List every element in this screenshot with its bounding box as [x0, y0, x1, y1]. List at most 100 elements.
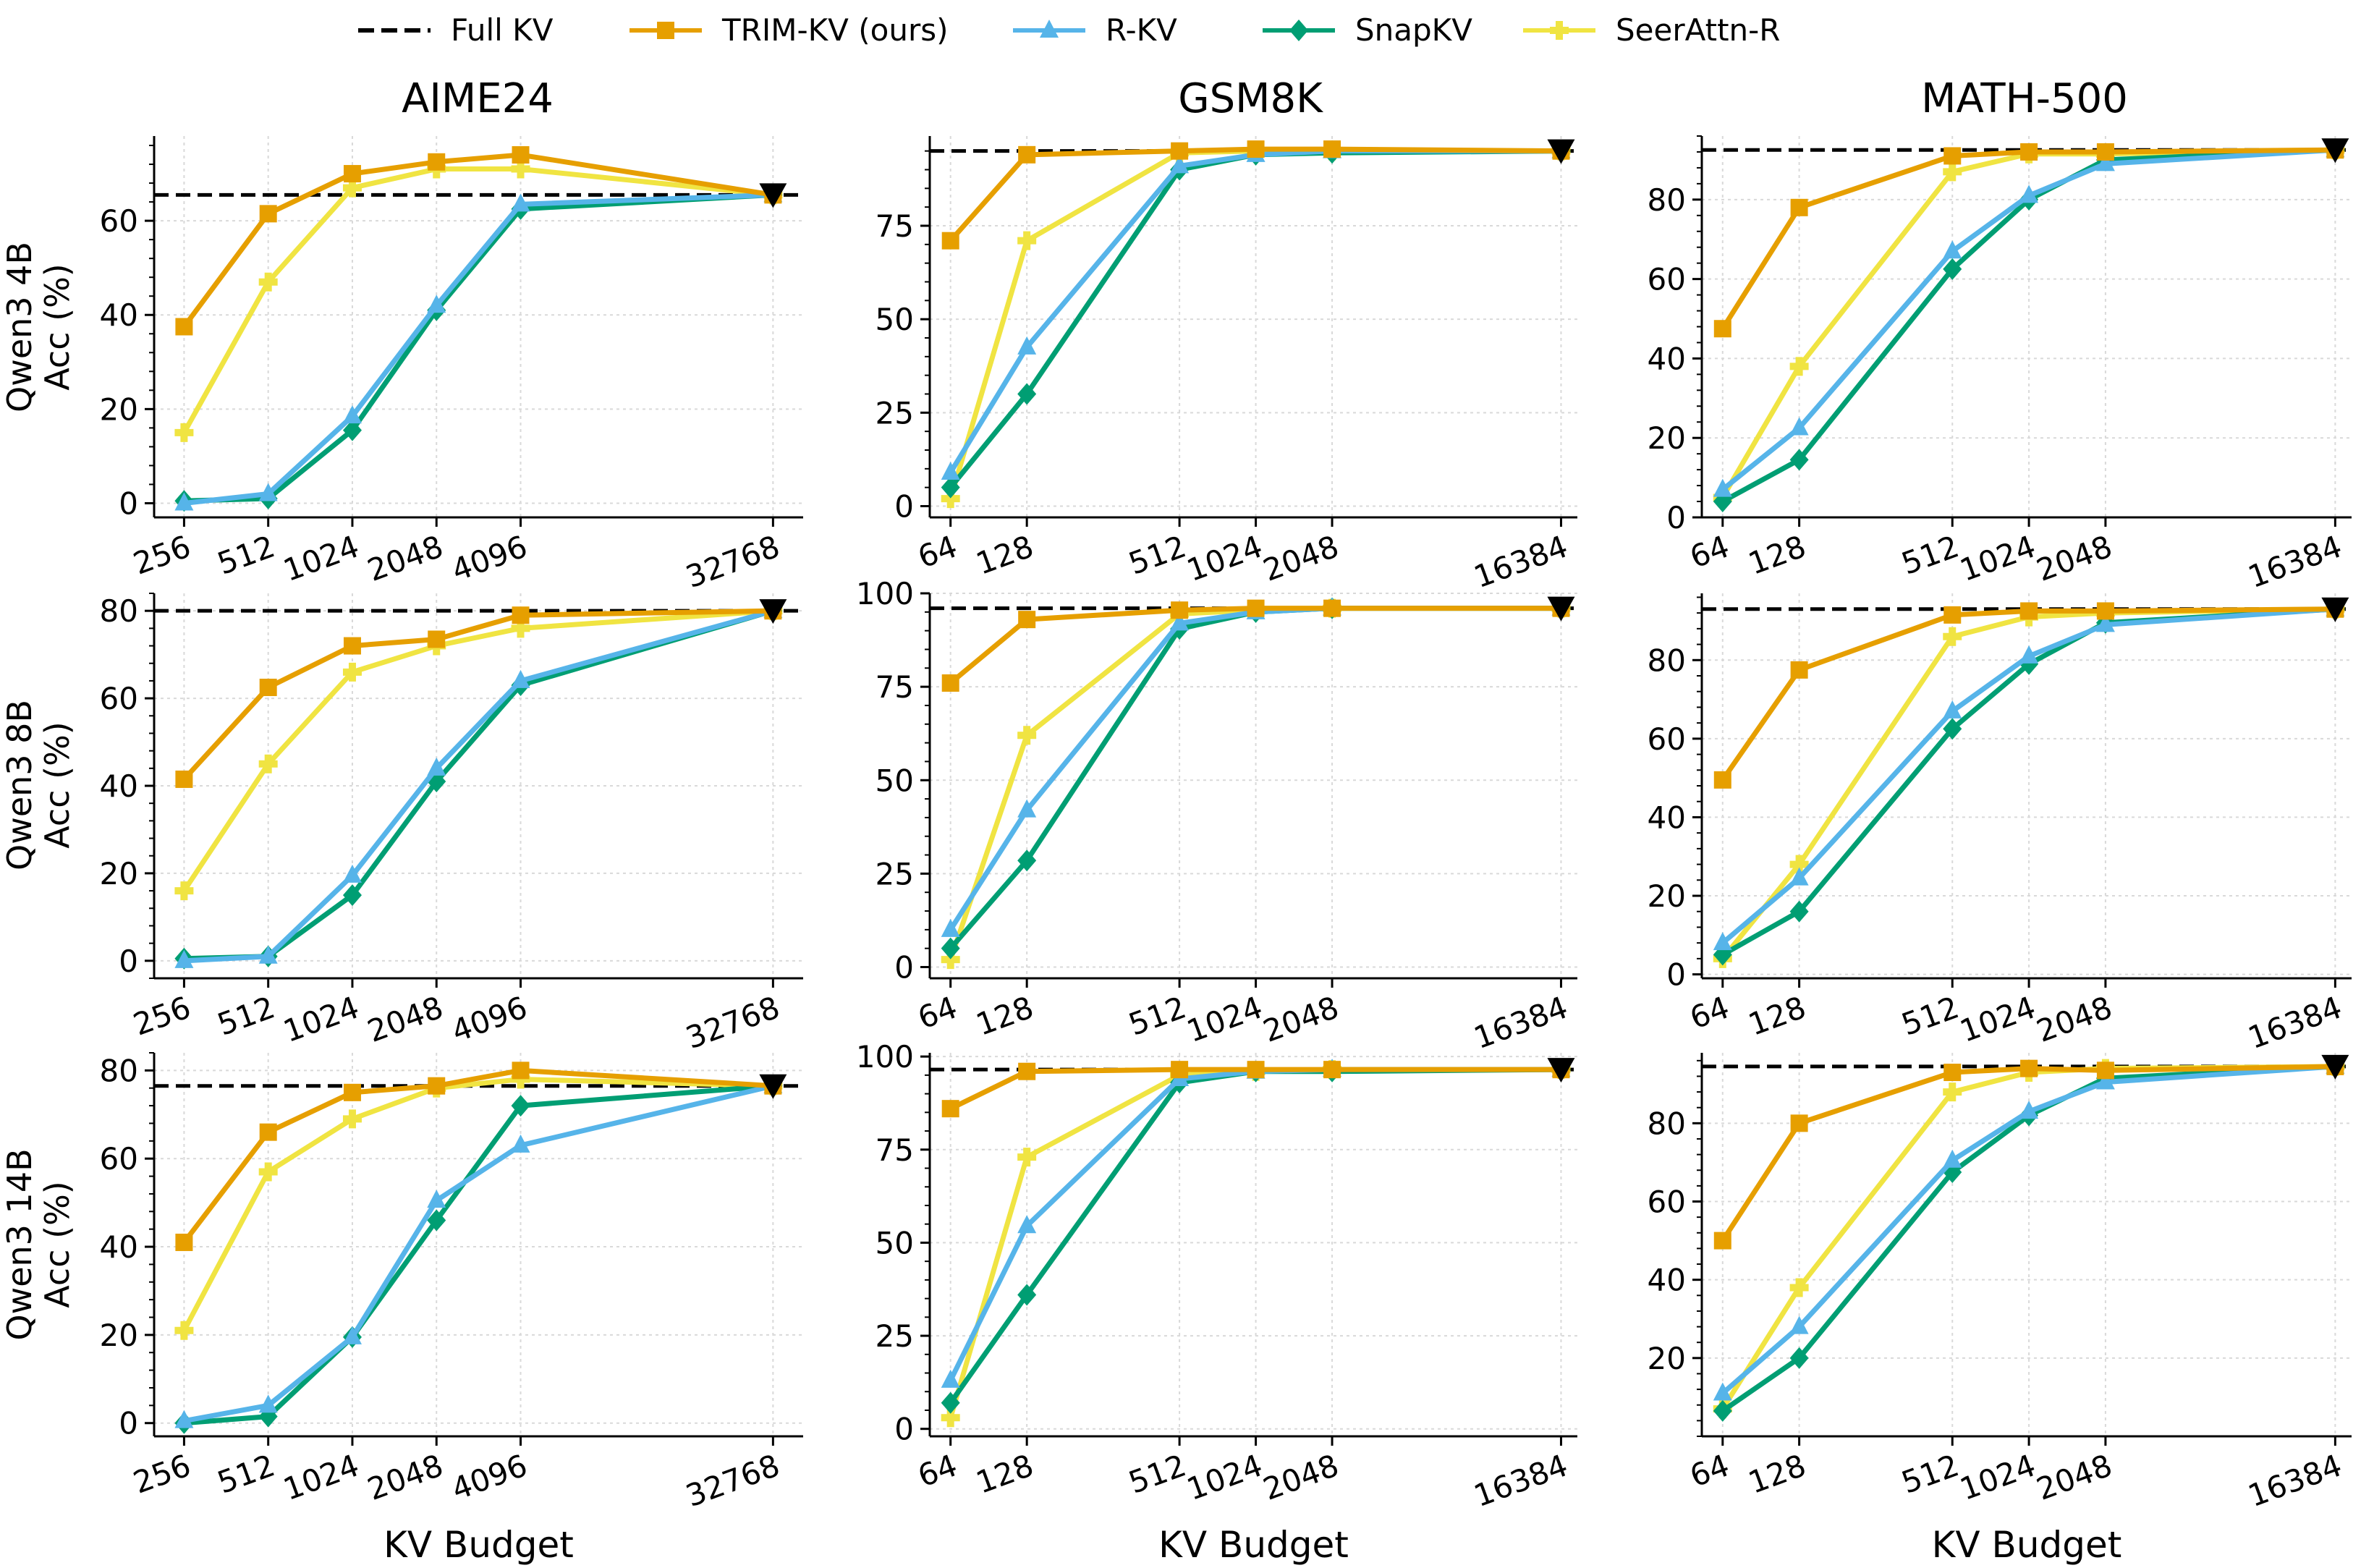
- x-tick-label: 2048: [1258, 1447, 1343, 1507]
- row-label-model: Qwen3 4B: [0, 242, 39, 412]
- point-trim-kv-ours: [941, 674, 959, 692]
- series-r-kv: [174, 600, 783, 968]
- point-seerattn-r: [342, 662, 362, 682]
- point-seerattn-r: [941, 1408, 960, 1428]
- point-seerattn-r: [1789, 855, 1809, 874]
- series-line-seerattn-r: [182, 166, 773, 434]
- y-tick-label: 80: [100, 593, 138, 629]
- point-trim-kv-ours: [1943, 606, 1962, 624]
- series-line-trim-kv-ours: [949, 146, 1561, 242]
- point-seerattn-r: [1017, 231, 1037, 250]
- x-tick-label: 1024: [1955, 1447, 2040, 1507]
- point-trim-kv-ours: [343, 165, 361, 183]
- point-snapkv: [511, 1095, 530, 1117]
- series-r-kv: [174, 184, 783, 511]
- y-tick-label: 100: [856, 576, 914, 611]
- point-trim-kv-ours: [1790, 661, 1808, 679]
- point-trim-kv-ours: [1323, 140, 1341, 158]
- point-r-kv: [342, 1326, 362, 1344]
- x-tick-label: 1024: [279, 528, 363, 588]
- point-r-kv: [511, 669, 530, 688]
- point-trim-kv-ours: [1713, 771, 1731, 789]
- point-r-kv: [941, 918, 960, 937]
- series-snapkv: [174, 184, 783, 512]
- point-trim-kv-ours: [2096, 1061, 2114, 1080]
- y-tick-label: 20: [100, 1318, 138, 1353]
- series-trim-kv-ours: [175, 146, 782, 336]
- grid: [930, 1053, 1577, 1436]
- legend-item-full-kv: Full KV: [358, 12, 554, 48]
- point-trim-kv-ours: [1943, 1064, 1962, 1082]
- y-tick-label: 60: [1648, 262, 1686, 297]
- point-trim-kv-ours: [1323, 1061, 1341, 1079]
- x-tick-label: 64: [913, 528, 962, 575]
- series-line-trim-kv-ours: [1720, 1064, 2336, 1242]
- x-tick-label: 256: [129, 1447, 195, 1500]
- legend: Full KV TRIM-KV (ours) R-KV SnapKV SeerAttn-…: [358, 12, 1781, 48]
- point-seerattn-r: [342, 1109, 362, 1129]
- series-line-trim-kv-ours: [949, 606, 1561, 685]
- point-r-kv: [1017, 336, 1037, 355]
- point-r-kv: [1713, 478, 1732, 497]
- x-tick-label: 128: [971, 989, 1038, 1042]
- point-r-kv: [427, 757, 446, 776]
- x-tick-label: 16384: [2243, 1447, 2346, 1514]
- point-r-kv: [1789, 867, 1809, 886]
- y-tick-label: 0: [119, 1406, 138, 1441]
- point-r-kv: [342, 405, 362, 424]
- point-seerattn-r: [342, 178, 362, 198]
- point-seerattn-r: [258, 272, 278, 292]
- point-r-kv: [1943, 700, 1962, 719]
- row-label-metric: Acc (%): [38, 263, 77, 390]
- point-trim-kv-ours: [2096, 602, 2114, 620]
- y-tick-label: 40: [1648, 341, 1686, 376]
- point-trim-kv-ours: [175, 770, 193, 788]
- x-tick-label: 256: [129, 528, 195, 581]
- x-tick-label: 256: [129, 989, 195, 1042]
- point-r-kv: [342, 864, 362, 883]
- point-trim-kv-ours: [941, 1100, 959, 1118]
- y-tick-label: 0: [894, 489, 914, 525]
- point-trim-kv-ours: [259, 205, 277, 223]
- point-r-kv: [1713, 1382, 1732, 1401]
- x-tick-label: 512: [1897, 989, 1964, 1042]
- point-r-kv: [2095, 153, 2115, 171]
- y-tick-label: 60: [100, 1141, 138, 1177]
- point-trim-kv-ours: [2096, 143, 2114, 161]
- grid: [930, 136, 1577, 517]
- point-trim-kv-ours: [1171, 142, 1189, 160]
- x-tick-label: 128: [971, 528, 1038, 581]
- point-r-kv: [258, 483, 278, 501]
- y-tick-label: 20: [1648, 878, 1686, 914]
- x-tick-label: 1024: [1182, 1447, 1267, 1507]
- point-seerattn-r: [1943, 162, 1962, 182]
- point-snapkv: [427, 1209, 446, 1232]
- point-r-kv: [174, 492, 194, 511]
- x-tick-label: 32768: [681, 989, 784, 1056]
- point-r-kv: [1170, 155, 1190, 174]
- point-trim-kv-ours: [259, 1123, 277, 1141]
- series-seerattn-r: [174, 601, 783, 901]
- y-tick-label: 0: [1666, 500, 1686, 535]
- series-line-r-kv: [184, 608, 774, 964]
- point-r-kv: [511, 1134, 530, 1153]
- x-tick-label: 64: [1685, 528, 1734, 575]
- point-trim-kv-ours: [512, 146, 530, 164]
- panel-2-1: 0 20 40 60 80 256 512 1024 2048 4096 32768: [100, 593, 803, 1056]
- x-tick-label: 16384: [2243, 989, 2346, 1056]
- point-trim-kv-ours: [1247, 599, 1265, 617]
- point-r-kv: [2019, 185, 2039, 203]
- point-r-kv: [427, 294, 446, 313]
- point-r-kv: [258, 1394, 278, 1413]
- point-r-kv: [1943, 1149, 1962, 1168]
- point-seerattn-r: [258, 754, 278, 774]
- point-r-kv: [941, 1369, 960, 1388]
- point-r-kv: [1789, 1315, 1809, 1334]
- point-trim-kv-ours: [428, 630, 446, 648]
- x-tick-label: 2048: [363, 528, 447, 588]
